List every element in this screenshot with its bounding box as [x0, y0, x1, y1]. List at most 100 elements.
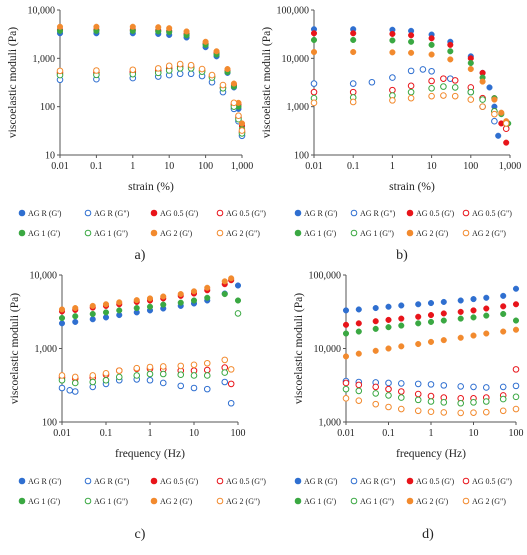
data-point	[407, 82, 415, 90]
data-point	[89, 316, 96, 323]
x-tick-label: 0.01	[53, 428, 71, 439]
data-point	[440, 399, 448, 406]
data-point	[491, 117, 498, 125]
data-point	[234, 310, 242, 317]
data-point	[467, 96, 475, 103]
data-point	[483, 294, 490, 301]
data-point	[479, 78, 486, 85]
data-point	[102, 369, 110, 377]
data-point	[414, 380, 422, 388]
x-tick-label: 0.1	[347, 161, 360, 172]
data-point	[440, 337, 447, 344]
data-point	[486, 84, 493, 91]
data-point	[72, 318, 79, 325]
data-point	[234, 282, 242, 289]
x-tick-label: 1	[429, 428, 434, 439]
data-point	[407, 94, 415, 102]
series-4	[310, 75, 510, 132]
data-point	[102, 301, 110, 308]
legend-marker	[216, 497, 224, 505]
series-5	[58, 291, 242, 322]
series-1	[310, 26, 502, 139]
data-point	[56, 67, 64, 75]
data-point	[71, 388, 79, 395]
legend-label: AG 1 (G")	[94, 229, 128, 238]
data-point	[427, 300, 435, 307]
data-point	[385, 403, 392, 411]
data-point	[160, 301, 167, 308]
data-point	[71, 379, 79, 387]
data-point	[414, 390, 422, 398]
legend-label: AG 0.5 (G")	[226, 477, 266, 486]
series-8	[56, 60, 246, 134]
data-point	[407, 88, 415, 96]
legend-marker	[150, 497, 158, 505]
data-point	[355, 397, 363, 404]
data-point	[56, 23, 64, 30]
data-point	[467, 66, 474, 73]
series-3	[342, 301, 520, 328]
data-point	[187, 70, 195, 78]
legend: AG R (G') AG R (G") AG 0.5 (G') AG 0.5 (G")…	[294, 477, 512, 506]
x-axis-label: strain (%)	[389, 181, 435, 193]
data-point	[491, 110, 498, 118]
data-point	[342, 353, 350, 360]
data-point	[58, 314, 66, 322]
legend-marker	[350, 477, 358, 485]
data-point	[238, 127, 246, 134]
data-point	[102, 314, 110, 321]
legend-marker	[350, 497, 358, 505]
data-point	[428, 51, 435, 58]
data-point	[342, 395, 350, 402]
legend-label: AG R (G')	[28, 209, 62, 218]
series-7	[56, 23, 246, 127]
data-point	[133, 305, 140, 312]
chart-panel-1: 0.01 0.1 1 10 100 1,000 10 100 1,000 10,000 strain…	[7, 6, 266, 264]
data-point	[419, 66, 427, 73]
data-point	[219, 81, 227, 89]
data-point	[228, 275, 235, 282]
data-point	[428, 67, 435, 75]
data-point	[238, 120, 246, 127]
data-point	[310, 48, 318, 56]
data-point	[499, 395, 507, 403]
data-point	[89, 378, 97, 386]
data-point	[470, 383, 477, 391]
x-tick-label: 0.1	[90, 161, 103, 172]
data-point	[350, 30, 357, 37]
legend-label: AG 1 (G")	[360, 229, 394, 238]
y-tick-label: 1,000	[33, 54, 56, 65]
data-point	[389, 97, 396, 104]
data-point	[502, 120, 510, 127]
data-point	[310, 80, 318, 87]
data-point	[349, 88, 357, 96]
series-1	[56, 30, 246, 135]
data-point	[342, 379, 350, 387]
legend-label: AG 0.5 (G')	[160, 477, 198, 486]
data-point	[407, 67, 415, 75]
y-tick-label: 1,000	[287, 102, 310, 113]
y-axis-label: viscoelastic moduli (Pa)	[9, 293, 21, 404]
data-point	[89, 302, 96, 309]
legend-marker	[150, 209, 158, 217]
legend-label: AG 2 (G')	[160, 497, 192, 506]
data-point	[408, 32, 415, 39]
data-point	[440, 75, 447, 82]
x-tick-label: 0.01	[337, 428, 355, 439]
legend-marker	[406, 497, 414, 505]
data-point	[227, 399, 235, 407]
data-point	[498, 109, 505, 116]
data-point	[389, 86, 396, 94]
data-point	[428, 92, 435, 100]
series-7	[58, 275, 235, 313]
legend-label: AG 2 (G')	[416, 229, 448, 238]
data-point	[176, 70, 184, 78]
data-point	[198, 65, 206, 73]
data-point	[342, 385, 350, 393]
series-2	[310, 66, 498, 125]
legend-label: AG R (G")	[94, 209, 130, 218]
data-point	[451, 92, 459, 100]
x-tick-label: 1	[148, 428, 153, 439]
data-point	[372, 383, 380, 391]
